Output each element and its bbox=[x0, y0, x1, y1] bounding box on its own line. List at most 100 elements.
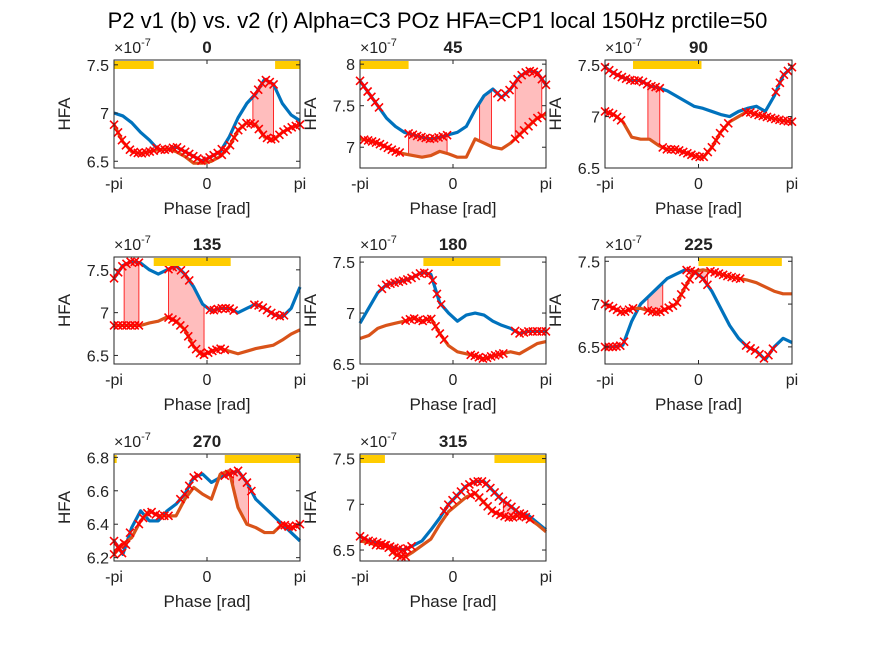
marker bbox=[525, 514, 535, 524]
significance-region bbox=[168, 265, 205, 356]
y-axis-label: HFA bbox=[546, 97, 565, 131]
y-tick-label: 6.6 bbox=[87, 484, 109, 501]
y-tick-label: 6.5 bbox=[333, 357, 355, 374]
significance-region bbox=[647, 84, 661, 147]
significance-bar bbox=[359, 455, 385, 463]
x-tick-label: 0 bbox=[449, 176, 458, 193]
y-tick-label: 6.4 bbox=[87, 517, 109, 534]
marker bbox=[741, 341, 751, 351]
marker bbox=[460, 482, 470, 492]
y-axis-label: HFA bbox=[55, 490, 74, 524]
marker bbox=[680, 281, 690, 292]
x-tick-label: 0 bbox=[694, 372, 703, 389]
x-tick-label: 0 bbox=[203, 372, 212, 389]
subplot-title: 90 bbox=[689, 38, 708, 57]
marker bbox=[237, 472, 248, 482]
y-tick-label: 7 bbox=[100, 106, 109, 123]
y-tick-label: 6.2 bbox=[87, 551, 109, 568]
subplot-title: 135 bbox=[193, 235, 221, 254]
marker bbox=[498, 496, 508, 506]
y-tick-label: 6.5 bbox=[333, 543, 355, 560]
axis-exponent: ×10-7 bbox=[114, 431, 151, 451]
marker bbox=[666, 144, 676, 155]
significance-bar bbox=[423, 258, 501, 266]
marker bbox=[504, 85, 515, 95]
x-axis-label: Phase [rad] bbox=[410, 199, 497, 218]
marker bbox=[269, 79, 279, 90]
y-tick-label: 7.5 bbox=[333, 452, 355, 469]
x-tick-label: -pi bbox=[596, 176, 614, 193]
marker bbox=[183, 331, 193, 341]
significance-bar bbox=[153, 258, 231, 266]
significance-bar bbox=[275, 61, 301, 69]
x-tick-label: pi bbox=[294, 569, 306, 586]
x-tick-label: -pi bbox=[105, 372, 123, 389]
marker bbox=[249, 90, 259, 100]
v2-line bbox=[604, 109, 793, 160]
marker bbox=[768, 344, 778, 354]
y-tick-label: 7.5 bbox=[87, 58, 109, 75]
y-tick-label: 7 bbox=[591, 110, 600, 127]
marker bbox=[723, 118, 733, 128]
marker bbox=[432, 289, 442, 299]
marker bbox=[775, 78, 785, 88]
y-tick-label: 7 bbox=[346, 497, 355, 514]
marker bbox=[276, 520, 286, 530]
marker bbox=[702, 280, 712, 290]
y-axis-label: HFA bbox=[301, 293, 320, 327]
marker bbox=[759, 353, 769, 364]
x-axis-label: Phase [rad] bbox=[655, 199, 742, 218]
marker bbox=[498, 348, 508, 359]
y-tick-label: 6.5 bbox=[578, 340, 600, 357]
x-axis-label: Phase [rad] bbox=[164, 395, 251, 414]
marker bbox=[242, 478, 252, 488]
marker bbox=[619, 337, 629, 347]
marker bbox=[436, 299, 446, 310]
marker bbox=[509, 80, 519, 90]
marker bbox=[180, 489, 190, 499]
marker bbox=[532, 113, 542, 123]
marker bbox=[608, 109, 618, 119]
y-tick-label: 6.5 bbox=[578, 161, 600, 178]
marker bbox=[220, 345, 230, 355]
marker bbox=[604, 65, 614, 75]
subplot-0 bbox=[109, 59, 305, 169]
x-tick-label: 0 bbox=[694, 176, 703, 193]
subplot-90 bbox=[600, 59, 797, 169]
marker bbox=[134, 320, 144, 331]
marker bbox=[125, 528, 135, 538]
y-tick-label: 6.5 bbox=[87, 154, 109, 171]
v1-line bbox=[112, 259, 302, 319]
y-tick-label: 7 bbox=[346, 306, 355, 323]
x-axis-label: Phase [rad] bbox=[164, 199, 251, 218]
significance-bar bbox=[113, 61, 154, 69]
marker bbox=[359, 533, 369, 544]
y-tick-label: 6.5 bbox=[87, 348, 109, 365]
marker bbox=[487, 506, 497, 516]
subplot-270 bbox=[109, 453, 305, 562]
v2-line bbox=[604, 268, 792, 315]
y-tick-label: 7 bbox=[346, 140, 355, 157]
x-tick-label: 0 bbox=[203, 569, 212, 586]
x-tick-label: 0 bbox=[203, 176, 212, 193]
subplot-title: 0 bbox=[202, 38, 211, 57]
marker bbox=[134, 519, 144, 529]
marker bbox=[426, 314, 436, 324]
marker bbox=[117, 320, 127, 331]
marker bbox=[233, 466, 243, 476]
significance-bar bbox=[113, 455, 117, 463]
x-tick-label: pi bbox=[786, 372, 798, 389]
subplot-title: 315 bbox=[439, 432, 467, 451]
axis-exponent: ×10-7 bbox=[360, 431, 397, 451]
y-tick-label: 7.5 bbox=[333, 255, 355, 272]
marker bbox=[672, 297, 682, 308]
marker bbox=[402, 543, 412, 554]
marker bbox=[439, 506, 449, 516]
v1-line bbox=[605, 268, 793, 362]
marker bbox=[156, 145, 166, 155]
significance-bar bbox=[698, 258, 782, 266]
marker bbox=[253, 85, 263, 95]
axis-exponent: ×10-7 bbox=[114, 37, 151, 57]
marker bbox=[121, 320, 132, 331]
